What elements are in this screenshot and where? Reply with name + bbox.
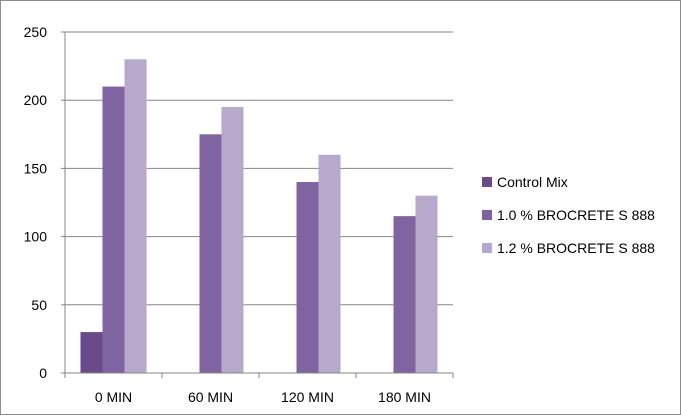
y-tick-labels: 0 50 100 150 200 250 xyxy=(24,24,48,381)
y-tick-label: 200 xyxy=(24,92,48,108)
legend-swatch xyxy=(482,210,492,220)
bar-3-180-min xyxy=(415,195,438,373)
x-tick-label: 0 MIN xyxy=(95,389,132,405)
bar-3-120-min xyxy=(318,154,341,373)
legend-swatch xyxy=(482,177,492,187)
x-tick-label: 60 MIN xyxy=(188,389,233,405)
bar-2-180-min xyxy=(393,216,416,373)
bar-3-60-min xyxy=(221,107,244,374)
bar-2-0-min xyxy=(102,86,125,373)
x-tick-label: 180 MIN xyxy=(378,389,431,405)
bar-2-120-min xyxy=(296,182,319,373)
legend-label: 1.0 % BROCRETE S 888 xyxy=(497,207,655,223)
bar-1-0-min xyxy=(80,332,103,373)
legend-swatch xyxy=(482,243,492,253)
axes xyxy=(61,31,454,378)
y-tick-label: 0 xyxy=(39,365,47,381)
legend-label: 1.2 % BROCRETE S 888 xyxy=(497,240,655,256)
legend-label: Control Mix xyxy=(497,174,568,190)
bar-3-0-min xyxy=(124,59,147,373)
y-tick-label: 100 xyxy=(24,229,48,245)
y-tick-label: 250 xyxy=(24,24,48,40)
bar-2-60-min xyxy=(199,134,222,373)
x-tick-label: 120 MIN xyxy=(281,389,334,405)
bars xyxy=(80,59,438,374)
legend: Control Mix 1.0 % BROCRETE S 888 1.2 % BRO… xyxy=(482,174,655,256)
x-tick-labels: 0 MIN 60 MIN 120 MIN 180 MIN xyxy=(95,389,431,405)
y-tick-label: 50 xyxy=(31,297,47,313)
y-tick-label: 150 xyxy=(24,160,48,176)
